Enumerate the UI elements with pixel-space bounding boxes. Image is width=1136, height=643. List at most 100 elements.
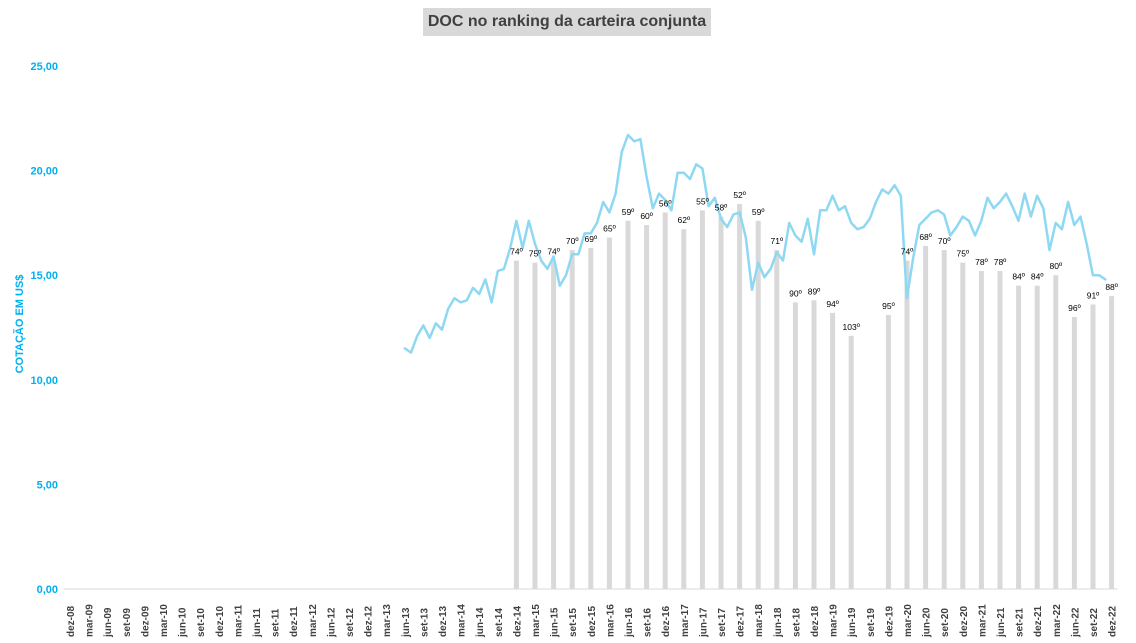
x-tick-label: set-14 bbox=[494, 608, 505, 637]
bar bbox=[848, 335, 854, 589]
x-tick-label: jun-16 bbox=[624, 607, 635, 638]
x-tick-label: mar-13 bbox=[382, 604, 393, 637]
bar bbox=[606, 237, 612, 589]
bar-rank-label: 59º bbox=[622, 207, 635, 217]
bar-rank-label: 84º bbox=[1031, 272, 1044, 282]
x-tick-label: jun-22 bbox=[1070, 607, 1081, 638]
x-tick-label: set-12 bbox=[345, 608, 356, 637]
bar-rank-label: 89º bbox=[808, 286, 821, 296]
x-tick-label: jun-11 bbox=[252, 608, 263, 638]
x-tick-label: jun-20 bbox=[922, 607, 933, 638]
x-tick-label: dez-16 bbox=[661, 605, 672, 637]
bar-rank-label: 75º bbox=[957, 249, 970, 259]
y-tick-label: 15,00 bbox=[30, 270, 58, 282]
x-tick-label: set-18 bbox=[791, 608, 802, 637]
bar bbox=[737, 204, 743, 589]
bar bbox=[699, 210, 705, 589]
bar-rank-label: 75º bbox=[529, 249, 542, 259]
x-tick-label: jun-19 bbox=[847, 607, 858, 638]
bar-rank-label: 69º bbox=[585, 234, 598, 244]
x-tick-label: dez-22 bbox=[1108, 605, 1119, 637]
bar bbox=[941, 250, 947, 589]
x-tick-label: mar-09 bbox=[85, 604, 96, 637]
x-tick-label: mar-18 bbox=[754, 604, 765, 637]
x-tick-label: jun-15 bbox=[550, 607, 561, 638]
x-tick-label: dez-19 bbox=[884, 605, 895, 637]
x-tick-label: dez-21 bbox=[1033, 605, 1044, 637]
bar-rank-label: 70º bbox=[566, 236, 579, 246]
x-tick-label: dez-13 bbox=[438, 605, 449, 637]
x-tick-label: jun-14 bbox=[475, 607, 486, 638]
bar-rank-label: 74º bbox=[901, 247, 914, 257]
x-tick-label: mar-11 bbox=[233, 604, 244, 637]
bar-rank-label: 60º bbox=[640, 211, 653, 221]
bar bbox=[625, 220, 631, 590]
x-tick-label: jun-13 bbox=[401, 607, 412, 638]
x-tick-label: dez-08 bbox=[66, 605, 77, 637]
bar-rank-label: 74º bbox=[547, 247, 560, 257]
bar-rank-label: 56º bbox=[659, 198, 672, 208]
bar-rank-label: 90º bbox=[789, 288, 802, 298]
x-tick-label: set-11 bbox=[271, 608, 282, 637]
bar-rank-label: 78º bbox=[975, 257, 988, 267]
x-tick-label: dez-20 bbox=[959, 605, 970, 637]
x-tick-label: mar-15 bbox=[531, 604, 542, 637]
bar-rank-label: 52º bbox=[733, 190, 746, 200]
bar bbox=[513, 260, 519, 589]
x-tick-label: jun-09 bbox=[103, 607, 114, 638]
bar bbox=[904, 260, 910, 589]
x-tick-label: dez-11 bbox=[289, 606, 300, 637]
x-tick-label: set-17 bbox=[717, 608, 728, 637]
bar bbox=[1016, 285, 1022, 589]
bar bbox=[532, 262, 538, 589]
x-tick-label: jun-18 bbox=[773, 607, 784, 638]
bar-rank-label: 80º bbox=[1050, 261, 1063, 271]
x-tick-label: dez-14 bbox=[512, 605, 523, 637]
bar bbox=[997, 271, 1003, 589]
bar bbox=[792, 302, 798, 589]
bar-rank-label: 94º bbox=[826, 299, 839, 309]
x-tick-label: mar-22 bbox=[1052, 604, 1063, 637]
bar-rank-label: 91º bbox=[1087, 290, 1100, 300]
bar-rank-label: 58º bbox=[715, 203, 728, 213]
x-tick-label: mar-21 bbox=[977, 604, 988, 637]
bar bbox=[662, 212, 668, 589]
x-tick-label: jun-10 bbox=[178, 607, 189, 638]
bar bbox=[1109, 296, 1115, 589]
price-line bbox=[403, 133, 1107, 354]
x-tick-label: mar-19 bbox=[829, 604, 840, 637]
bar bbox=[644, 224, 650, 589]
y-tick-label: 10,00 bbox=[30, 375, 58, 387]
bar-rank-label: 96º bbox=[1068, 303, 1081, 313]
bar-rank-label: 95º bbox=[882, 301, 895, 311]
bar bbox=[960, 262, 966, 589]
x-tick-label: mar-16 bbox=[605, 604, 616, 637]
bar-rank-label: 88º bbox=[1105, 282, 1118, 292]
bar-rank-label: 68º bbox=[919, 232, 932, 242]
bar bbox=[718, 216, 724, 589]
x-tick-label: set-19 bbox=[866, 608, 877, 637]
x-tick-label: mar-10 bbox=[159, 604, 170, 637]
x-tick-label: set-16 bbox=[643, 608, 654, 637]
bar-rank-label: 70º bbox=[938, 236, 951, 246]
bar bbox=[1071, 317, 1077, 589]
bar-rank-label: 103º bbox=[843, 322, 860, 332]
bar-rank-label: 62º bbox=[678, 215, 691, 225]
x-tick-label: set-22 bbox=[1089, 608, 1100, 637]
bar-rank-label: 78º bbox=[994, 257, 1007, 267]
bar bbox=[1034, 285, 1040, 589]
x-tick-label: mar-20 bbox=[903, 604, 914, 637]
bar-rank-label: 84º bbox=[1012, 272, 1025, 282]
x-tick-label: dez-10 bbox=[215, 605, 226, 637]
bar bbox=[1090, 304, 1096, 589]
x-tick-label: dez-15 bbox=[587, 605, 598, 637]
x-tick-label: mar-12 bbox=[308, 604, 319, 637]
x-tick-label: mar-17 bbox=[680, 604, 691, 637]
bar bbox=[755, 220, 761, 590]
x-tick-label: dez-09 bbox=[140, 605, 151, 637]
chart-title: DOC no ranking da carteira conjunta bbox=[427, 13, 707, 30]
y-tick-label: 0,00 bbox=[37, 584, 58, 596]
x-tick-label: jun-17 bbox=[698, 607, 709, 638]
x-tick-label: set-10 bbox=[196, 608, 207, 637]
